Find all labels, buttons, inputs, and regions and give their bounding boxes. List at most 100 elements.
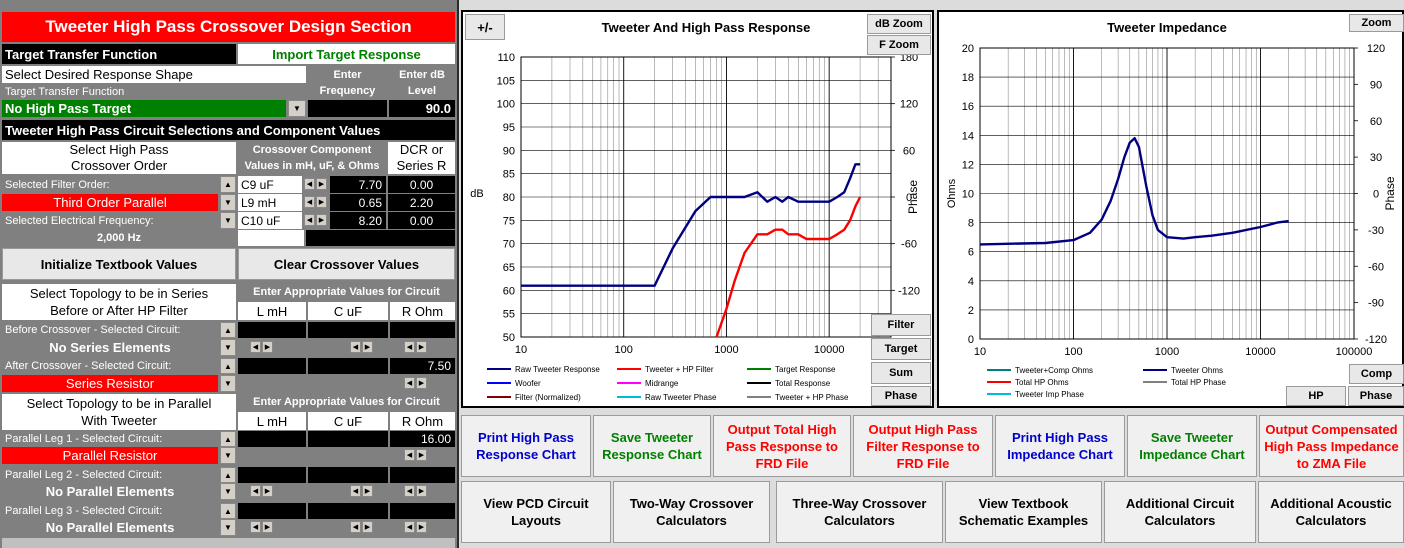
phase-button[interactable]: Phase [871,386,931,406]
target-button[interactable]: Target [871,338,931,360]
enter-values-label: Enter Appropriate Values for Circuit [238,284,455,300]
comp-button[interactable]: Comp [1349,364,1404,384]
chevron-down-icon[interactable]: ▼ [220,483,236,500]
plus-minus-button[interactable]: +/- [465,14,505,40]
before-crossover-value[interactable]: No Series Elements [2,339,218,356]
y2-tick-label: 180 [900,52,918,64]
after-r-spinner[interactable]: ◀ ▶ [404,377,427,389]
leg3-c-input[interactable] [308,503,388,519]
legend-label: Total HP Phase [1171,378,1227,387]
leg1-l-input[interactable] [238,431,306,447]
after-c-input[interactable] [308,358,388,374]
component-value[interactable]: 8.20 [330,212,386,229]
chevron-down-icon[interactable]: ▼ [220,519,236,536]
save-tweeter-response-button[interactable]: Save Tweeter Response Chart [593,415,711,477]
component-value[interactable]: 7.70 [330,176,386,193]
chevron-down-icon[interactable]: ▼ [288,100,306,117]
after-crossover-value[interactable]: Series Resistor [2,375,218,392]
select-order-label: Select High Pass Crossover Order [2,142,236,174]
leg1-value[interactable]: Parallel Resistor [2,447,218,464]
chevron-up-icon[interactable]: ▲ [220,503,236,519]
chevron-up-icon[interactable]: ▲ [220,322,236,338]
leg2-value[interactable]: No Parallel Elements [2,483,218,500]
chevron-down-icon[interactable]: ▼ [220,375,236,392]
order-value[interactable]: Third Order Parallel [2,194,218,211]
component-spinner[interactable]: ◀ ▶ [304,214,327,226]
x-tick-label: 1000 [1155,346,1179,358]
leg3-c-spinner[interactable]: ◀ ▶ [350,521,373,533]
additional-circuit-button[interactable]: Additional Circuit Calculators [1104,481,1256,543]
y-tick-label: 110 [497,52,515,64]
leg3-r-input[interactable] [390,503,455,519]
clear-crossover-button[interactable]: Clear Crossover Values [238,248,455,280]
save-tweeter-impedance-button[interactable]: Save Tweeter Impedance Chart [1127,415,1257,477]
leg1-c-input[interactable] [308,431,388,447]
frequency-input[interactable] [308,100,387,117]
zoom-button[interactable]: Zoom [1349,14,1404,32]
y2-axis-label: Phase [906,180,920,214]
leg2-l-input[interactable] [238,467,306,483]
series-c-input[interactable] [308,322,388,338]
y2-tick-label: 60 [903,145,915,157]
leg2-r-input[interactable] [390,467,455,483]
leg1-r-input[interactable]: 16.00 [390,431,455,447]
after-r-input[interactable]: 7.50 [390,358,455,374]
print-hp-response-button[interactable]: Print High Pass Response Chart [461,415,591,477]
chevron-up-icon[interactable]: ▲ [220,467,236,483]
view-textbook-schematics-button[interactable]: View Textbook Schematic Examples [945,481,1102,543]
component-dcr[interactable]: 0.00 [388,176,455,193]
series-l-input[interactable] [238,322,306,338]
f-zoom-button[interactable]: F Zoom [867,35,931,55]
leg3-r-spinner[interactable]: ◀ ▶ [404,521,427,533]
initialize-textbook-button[interactable]: Initialize Textbook Values [2,248,236,280]
leg3-value[interactable]: No Parallel Elements [2,519,218,536]
y-tick-label: 105 [497,75,515,87]
leg2-r-spinner[interactable]: ◀ ▶ [404,485,427,497]
chevron-down-icon[interactable]: ▼ [220,212,236,229]
leg2-l-spinner[interactable]: ◀ ▶ [250,485,273,497]
additional-acoustic-button[interactable]: Additional Acoustic Calculators [1258,481,1404,543]
print-hp-impedance-button[interactable]: Print High Pass Impedance Chart [995,415,1125,477]
y-tick-label: 95 [503,122,515,134]
output-hp-filter-response-button[interactable]: Output High Pass Filter Response to FRD … [853,415,993,477]
series-r-input[interactable] [390,322,455,338]
chevron-up-icon[interactable]: ▲ [220,431,236,447]
chevron-down-icon[interactable]: ▼ [220,447,236,464]
hp-button[interactable]: HP [1286,386,1346,406]
after-l-input[interactable] [238,358,306,374]
series-c-spinner[interactable]: ◀ ▶ [350,341,373,353]
leg1-r-spinner[interactable]: ◀ ▶ [404,449,427,461]
db-zoom-button[interactable]: dB Zoom [867,14,931,34]
component-dcr[interactable]: 0.00 [388,212,455,229]
view-pcd-layouts-button[interactable]: View PCD Circuit Layouts [461,481,611,543]
series-l-spinner[interactable]: ◀ ▶ [250,341,273,353]
filter-button[interactable]: Filter [871,314,931,336]
component-spinner[interactable]: ◀ ▶ [304,178,327,190]
col-l-header-2: L mH [238,412,306,430]
chevron-down-icon[interactable]: ▼ [220,339,236,356]
two-way-crossover-button[interactable]: Two-Way Crossover Calculators [613,481,770,543]
leg3-l-input[interactable] [238,503,306,519]
y-tick-label: 2 [968,305,974,317]
db-level-input[interactable]: 90.0 [389,100,455,117]
chevron-up-icon[interactable]: ▲ [220,358,236,374]
series-r-spinner[interactable]: ◀ ▶ [404,341,427,353]
output-total-hp-response-button[interactable]: Output Total High Pass Response to FRD F… [713,415,851,477]
three-way-crossover-button[interactable]: Three-Way Crossover Calculators [776,481,943,543]
component-spinner[interactable]: ◀ ▶ [304,196,327,208]
leg3-l-spinner[interactable]: ◀ ▶ [250,521,273,533]
sum-button[interactable]: Sum [871,362,931,384]
chevron-down-icon[interactable]: ▼ [220,194,236,211]
chevron-up-icon[interactable]: ▲ [220,176,236,193]
y-tick-label: 20 [962,43,974,55]
series-line [521,163,861,287]
output-compensated-impedance-button[interactable]: Output Compensated High Pass Impedance t… [1259,415,1404,477]
component-dcr[interactable]: 2.20 [388,194,455,211]
component-value[interactable]: 0.65 [330,194,386,211]
leg2-c-spinner[interactable]: ◀ ▶ [350,485,373,497]
import-target-button[interactable]: Import Target Response [238,44,455,64]
impedance-phase-button[interactable]: Phase [1348,386,1404,406]
target-dropdown[interactable]: No High Pass Target [2,100,286,117]
y2-tick-label: 120 [1367,43,1385,55]
leg2-c-input[interactable] [308,467,388,483]
